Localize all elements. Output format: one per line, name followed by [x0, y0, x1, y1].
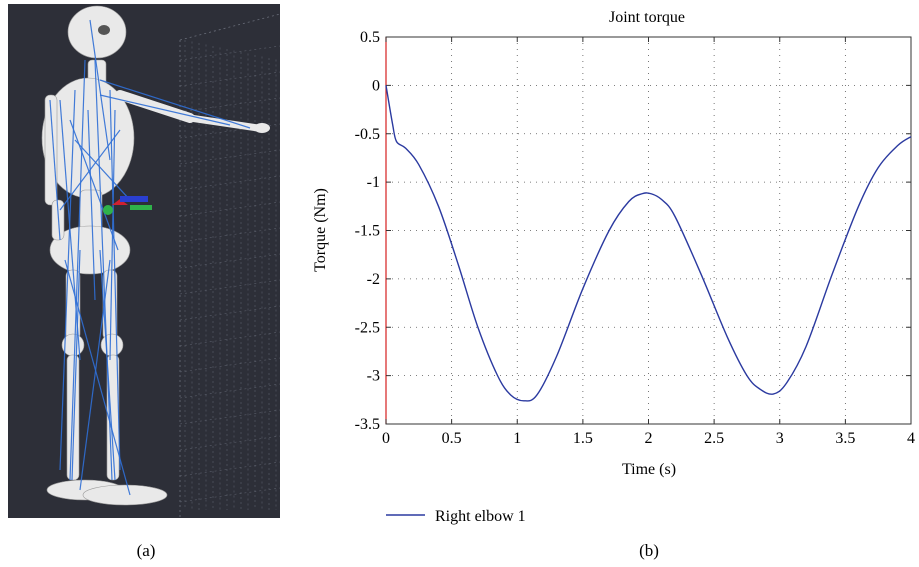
musculoskeletal-model-icon [8, 4, 281, 518]
y-tick-label: 0 [372, 77, 380, 94]
x-tick-label: 1.5 [573, 430, 593, 447]
y-tick-label: -3.5 [355, 416, 380, 433]
axis-ticks: 0 0.5 1 1.5 2 2.5 3 3.5 4 0.5 0 -0.5 -1 -1.5 -2 -2.5 -3 -… [355, 29, 915, 447]
legend-label-right-elbow-1: Right elbow 1 [435, 508, 526, 525]
y-tick-label: -2 [367, 271, 380, 288]
chart-title: Joint torque [609, 9, 685, 26]
series-layer [385, 85, 912, 402]
chart-grid [386, 37, 911, 424]
y-tick-label: 0.5 [360, 29, 380, 46]
model-background [8, 4, 280, 518]
x-tick-label: 3 [776, 430, 784, 447]
panel-a-caption: (a) [137, 541, 156, 560]
x-tick-label: 3.5 [835, 430, 855, 447]
y-tick-label: -1.5 [355, 223, 380, 240]
y-axis-label: Torque (Nm) [312, 188, 329, 272]
skeleton-figure [41, 5, 270, 506]
x-axis-label: Time (s) [622, 461, 676, 478]
x-tick-label: 4 [907, 430, 915, 447]
x-tick-label: 2.5 [704, 430, 724, 447]
panel-b-caption: (b) [639, 541, 659, 560]
y-tick-label: -2.5 [355, 319, 380, 336]
y-tick-label: -1 [367, 174, 380, 191]
x-tick-label: 1 [513, 430, 521, 447]
y-tick-label: -0.5 [355, 126, 380, 143]
y-tick-label: -3 [367, 368, 380, 385]
x-tick-label: 0 [382, 430, 390, 447]
joint-torque-chart: Joint torque 0 0.5 1 1.5 2 2.5 3 3.5 4 0.5 0 -0.5 -1… [312, 9, 915, 525]
series-line-right-elbow-1 [385, 85, 912, 402]
x-tick-label: 2 [645, 430, 653, 447]
x-tick-label: 0.5 [442, 430, 462, 447]
legend: Right elbow 1 [386, 508, 526, 525]
